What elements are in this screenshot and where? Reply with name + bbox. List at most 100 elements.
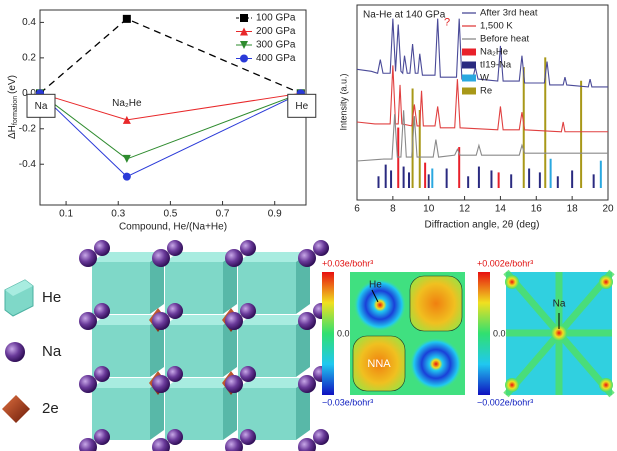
he-box-side xyxy=(150,252,164,314)
x-tick-label: 18 xyxy=(567,204,579,215)
na-atom xyxy=(152,438,170,451)
na-atom xyxy=(79,312,97,330)
na-atom xyxy=(167,366,183,382)
na-atom xyxy=(152,249,170,267)
na-atom xyxy=(167,429,183,445)
annotation: ? xyxy=(444,16,450,28)
na-atom xyxy=(152,312,170,330)
colorbar-mid: 0.0 xyxy=(493,328,506,338)
end-label-box xyxy=(287,93,317,118)
marker xyxy=(240,41,248,49)
x-tick-label: 12 xyxy=(459,204,471,215)
na-atom xyxy=(79,249,97,267)
y-tick-label: -0.4 xyxy=(19,159,37,170)
y-axis-label: ΔHformation (eV) xyxy=(7,75,19,139)
y-tick-label: 0.0 xyxy=(22,88,36,99)
na-atom xyxy=(225,249,243,267)
series-line xyxy=(356,65,608,133)
he-box-top xyxy=(165,378,237,388)
colorbar xyxy=(322,272,334,395)
na-atom xyxy=(167,303,183,319)
na-atom xyxy=(94,240,110,256)
na-atom xyxy=(298,438,316,451)
he-box-side xyxy=(150,378,164,440)
x-axis-label: Compound, He/(Na+He) xyxy=(119,222,227,233)
y-tick-label: -0.2 xyxy=(19,123,37,134)
na-atom xyxy=(94,429,110,445)
legend-label: 1,500 K xyxy=(480,21,513,32)
x-tick-label: 0.5 xyxy=(163,209,177,220)
x-tick-label: 6 xyxy=(354,204,360,215)
series-line xyxy=(39,92,301,160)
y-axis-label-part: formation xyxy=(12,96,19,125)
na-atom xyxy=(313,240,329,256)
na-atom xyxy=(94,303,110,319)
colorbar-max: +0.002e/bohr³ xyxy=(477,258,533,268)
he-box-side xyxy=(223,315,237,377)
legend-label: He xyxy=(42,289,61,306)
na-atom xyxy=(167,240,183,256)
na-atom xyxy=(240,240,256,256)
na-swatch xyxy=(5,342,25,362)
x-tick-label: 20 xyxy=(602,204,614,215)
he-box-side xyxy=(296,315,310,377)
legend-label: Na₂He xyxy=(480,47,508,58)
na-atom xyxy=(298,312,316,330)
marker xyxy=(122,14,131,23)
na-atom xyxy=(240,429,256,445)
legend-swatch xyxy=(462,74,476,82)
chart-title: Na-He at 140 GPa xyxy=(363,10,446,21)
marker xyxy=(122,172,131,181)
legend-label: 2e xyxy=(42,400,59,417)
legend-label: After 3rd heat xyxy=(480,8,538,19)
colorbar-max: +0.03e/bohr³ xyxy=(322,258,373,268)
x-tick-label: 8 xyxy=(390,204,396,215)
x-axis-label: Diffraction angle, 2θ (deg) xyxy=(425,220,540,231)
marker xyxy=(240,54,248,63)
y-axis-label-part: (eV) xyxy=(7,75,18,94)
na-atom xyxy=(298,249,316,267)
na-atom xyxy=(225,375,243,393)
na-atom xyxy=(313,429,329,445)
marker xyxy=(240,27,248,36)
he-box-top xyxy=(238,378,310,388)
y-axis-label-part: ΔH xyxy=(7,125,18,139)
na-atom xyxy=(79,438,97,451)
legend-swatch xyxy=(462,48,476,56)
y-axis-label: Intensity (a.u.) xyxy=(338,73,348,130)
na-atom xyxy=(152,375,170,393)
density-map-1: +0.03e/bohr³ 0.0 −0.03e/bohr³ He NNA xyxy=(322,258,465,407)
na-atom xyxy=(225,438,243,451)
map-label: He xyxy=(369,280,382,291)
compound-label: Na₂He xyxy=(112,98,142,109)
x-tick-label: 0.7 xyxy=(216,209,230,220)
series-line xyxy=(356,110,608,162)
legend-label: 400 GPa xyxy=(256,53,296,64)
legend-label: Na xyxy=(42,343,62,360)
na-atom xyxy=(94,366,110,382)
he-box-side xyxy=(223,252,237,314)
na-atom xyxy=(225,312,243,330)
plot-frame xyxy=(356,4,609,201)
end-label-box xyxy=(26,93,56,118)
x-tick-label: 0.1 xyxy=(59,209,73,220)
he-box-top xyxy=(92,315,164,325)
x-tick-label: 10 xyxy=(423,204,435,215)
he-box-top xyxy=(92,378,164,388)
arrow xyxy=(371,289,379,303)
x-tick-label: 14 xyxy=(495,204,507,215)
series-line xyxy=(356,18,608,88)
he-swatch-top xyxy=(5,280,33,296)
x-tick-label: 0.3 xyxy=(111,209,125,220)
x-tick-label: 0.9 xyxy=(268,209,282,220)
map-region xyxy=(410,338,462,390)
legend-label: Before heat xyxy=(480,34,529,45)
he-box-top xyxy=(238,252,310,262)
na-atom xyxy=(298,375,316,393)
map-region xyxy=(409,275,463,332)
y-tick-label: 0.2 xyxy=(22,53,36,64)
he-box-side xyxy=(150,315,164,377)
colorbar-min: −0.03e/bohr³ xyxy=(322,397,373,407)
legend-swatch xyxy=(462,61,476,69)
